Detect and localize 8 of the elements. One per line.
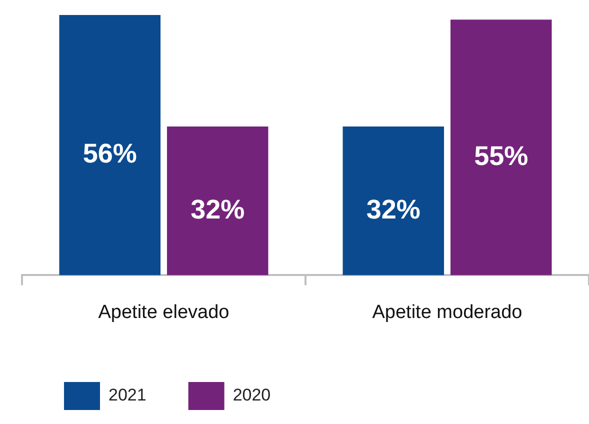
x-tick-label: Apetite elevado — [98, 302, 230, 323]
x-tick-label: Apetite moderado — [372, 302, 522, 323]
data-label: 32% — [190, 194, 245, 224]
legend-label: 2020 — [232, 386, 271, 405]
data-label: 55% — [474, 140, 528, 171]
data-label: 56% — [82, 138, 137, 169]
legend-label: 2021 — [108, 386, 146, 405]
data-label: 32% — [366, 194, 420, 224]
